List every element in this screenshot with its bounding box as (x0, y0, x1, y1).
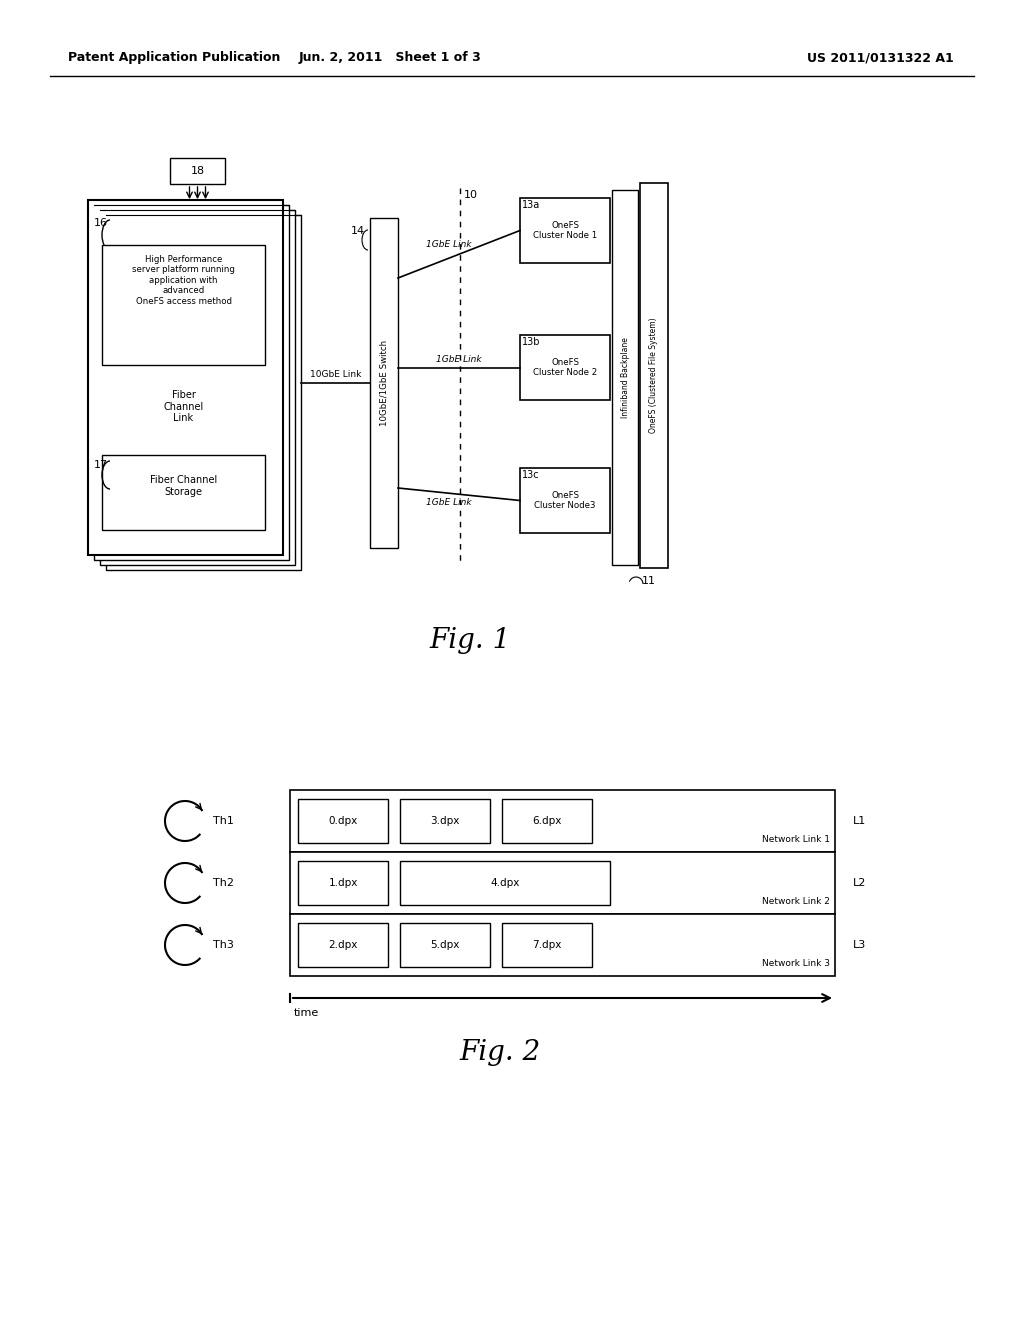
Text: Fig. 1: Fig. 1 (429, 627, 511, 653)
Text: 3.dpx: 3.dpx (430, 816, 460, 826)
Text: 5.dpx: 5.dpx (430, 940, 460, 950)
Text: 6.dpx: 6.dpx (532, 816, 562, 826)
Text: 0.dpx: 0.dpx (329, 816, 357, 826)
Bar (290, 913, 835, 975)
Text: 2.dpx: 2.dpx (329, 940, 357, 950)
Bar (520, 335, 610, 400)
Text: 13a: 13a (522, 201, 541, 210)
Bar (520, 198, 610, 263)
Text: time: time (294, 1008, 319, 1018)
Bar (400, 799, 490, 843)
Text: 17: 17 (94, 459, 109, 470)
Text: US 2011/0131322 A1: US 2011/0131322 A1 (807, 51, 953, 65)
Bar (370, 218, 398, 548)
Text: Th2: Th2 (213, 878, 234, 888)
Bar (94, 205, 289, 560)
Bar (640, 183, 668, 568)
Bar (612, 190, 638, 565)
Bar (298, 861, 388, 906)
Bar (400, 861, 610, 906)
Text: OneFS
Cluster Node3: OneFS Cluster Node3 (535, 491, 596, 511)
Text: 1GbE Link: 1GbE Link (436, 355, 482, 363)
Text: L3: L3 (853, 940, 866, 950)
Text: 16: 16 (94, 218, 108, 228)
Text: Fiber
Channel
Link: Fiber Channel Link (164, 389, 204, 424)
Text: 13c: 13c (522, 470, 540, 480)
Text: Network Link 1: Network Link 1 (762, 836, 830, 843)
Bar (290, 851, 835, 913)
Bar (88, 201, 283, 554)
Text: Fig. 2: Fig. 2 (460, 1040, 541, 1067)
Bar (520, 469, 610, 533)
Bar (102, 246, 265, 366)
Text: 1.dpx: 1.dpx (329, 878, 357, 888)
Text: Infiniband Backplane: Infiniband Backplane (621, 337, 630, 418)
Bar (502, 923, 592, 968)
Text: Network Link 3: Network Link 3 (762, 960, 830, 968)
Bar (290, 789, 835, 851)
Text: 11: 11 (642, 576, 656, 586)
Text: 4.dpx: 4.dpx (490, 878, 520, 888)
Bar (298, 923, 388, 968)
Bar (102, 455, 265, 531)
Text: 10: 10 (464, 190, 478, 201)
Text: 18: 18 (190, 166, 205, 176)
Text: 1GbE Link: 1GbE Link (426, 498, 472, 507)
Bar (502, 799, 592, 843)
Text: OneFS
Cluster Node 2: OneFS Cluster Node 2 (532, 358, 597, 378)
Bar (298, 799, 388, 843)
Text: Th3: Th3 (213, 940, 233, 950)
Text: 13b: 13b (522, 337, 541, 347)
Text: Jun. 2, 2011   Sheet 1 of 3: Jun. 2, 2011 Sheet 1 of 3 (299, 51, 481, 65)
Text: High Performance
server platform running
application with
advanced
OneFS access : High Performance server platform running… (132, 255, 234, 306)
Text: 10GbE Link: 10GbE Link (310, 370, 361, 379)
Text: 1GbE Link: 1GbE Link (426, 240, 472, 249)
Bar (400, 923, 490, 968)
Bar (170, 158, 225, 183)
Text: L2: L2 (853, 878, 866, 888)
Bar (100, 210, 295, 565)
Text: OneFS
Cluster Node 1: OneFS Cluster Node 1 (532, 220, 597, 240)
Text: Network Link 2: Network Link 2 (762, 898, 830, 906)
Bar (106, 215, 301, 570)
Text: Th1: Th1 (213, 816, 233, 826)
Text: Fiber Channel
Storage: Fiber Channel Storage (150, 475, 217, 496)
Text: OneFS (Clustered File System): OneFS (Clustered File System) (649, 318, 658, 433)
Text: 7.dpx: 7.dpx (532, 940, 562, 950)
Text: 10GbE/1GbE Switch: 10GbE/1GbE Switch (380, 341, 388, 426)
Text: Patent Application Publication: Patent Application Publication (68, 51, 281, 65)
Text: 14: 14 (351, 226, 365, 236)
Text: L1: L1 (853, 816, 866, 826)
